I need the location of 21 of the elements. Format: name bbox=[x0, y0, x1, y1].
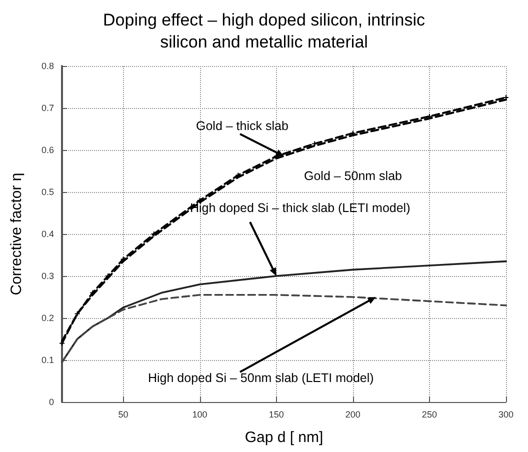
y-tick-label: 0.6 bbox=[41, 145, 54, 155]
y-tick-label: 0 bbox=[48, 397, 54, 407]
y-tick-label: 0.7 bbox=[41, 103, 54, 113]
y-tick-label: 0.3 bbox=[41, 271, 54, 281]
y-tick-label: 0.2 bbox=[41, 313, 54, 323]
x-tick-label: 150 bbox=[268, 410, 284, 420]
x-tick-label: 100 bbox=[192, 410, 208, 420]
y-tick-label: 0.5 bbox=[41, 187, 54, 197]
text: High doped Si – 50nm slab (LETI model) bbox=[148, 371, 374, 385]
x-tick-label: 200 bbox=[345, 410, 360, 420]
x-axis-title: Gap d [ nm] bbox=[244, 429, 324, 446]
y-tick-label: 0.1 bbox=[41, 355, 54, 365]
y-axis-title: Corrective factor η bbox=[8, 172, 25, 296]
series-label: Gold – 50nm slab bbox=[304, 169, 402, 183]
x-tick-label: 50 bbox=[118, 410, 128, 420]
x-tick-label: 250 bbox=[422, 410, 437, 420]
y-tick-label: 0.8 bbox=[41, 61, 54, 71]
chart-title: Doping effect – high doped silicon, intrinsic silicon and metallic material bbox=[103, 10, 426, 52]
x-tick-label: 300 bbox=[498, 410, 514, 420]
series-label: Gold – thick slab bbox=[196, 119, 288, 133]
y-tick-label: 0.4 bbox=[41, 229, 54, 239]
